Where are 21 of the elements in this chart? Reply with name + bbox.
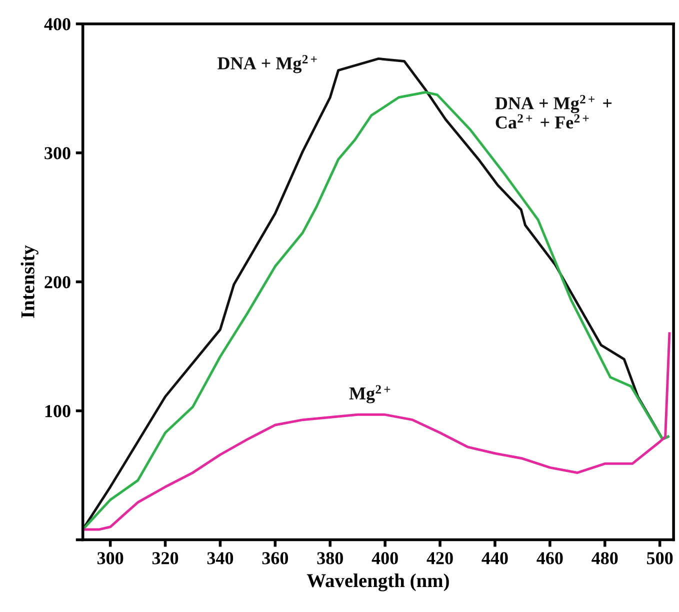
- y-tick-label: 100: [45, 405, 70, 418]
- x-tick-label: 400: [372, 552, 398, 564]
- x-tick-label: 480: [592, 552, 618, 564]
- text: DNA + Mg$^{2+}$ + Ca$^{2+}$ + Fe$^{2+}$: [495, 95, 612, 129]
- x-axis-title: Wavelength (nm): [306, 574, 449, 592]
- y-axis-title: Intensity: [20, 245, 38, 318]
- x-tick-label: 320: [152, 552, 178, 564]
- series-label: DNA + Mg$^{2+}$: [218, 55, 317, 74]
- x-tick-label: 340: [207, 552, 234, 564]
- x-tick-label: 440: [482, 552, 508, 564]
- x-tick-label: 360: [262, 552, 288, 564]
- x-tick-label: 500: [647, 552, 673, 564]
- x-tick-label: 460: [536, 552, 563, 564]
- series-label: Mg$^{2+}$: [349, 385, 390, 404]
- y-tick-label: 300: [44, 147, 70, 160]
- x-tick-label: 420: [426, 552, 453, 564]
- line-series: [82, 332, 671, 531]
- x-tick-label: 380: [317, 552, 343, 564]
- y-tick-label: 400: [44, 18, 70, 30]
- y-tick-label: 200: [44, 276, 70, 288]
- x-tick-label: 300: [97, 552, 124, 564]
